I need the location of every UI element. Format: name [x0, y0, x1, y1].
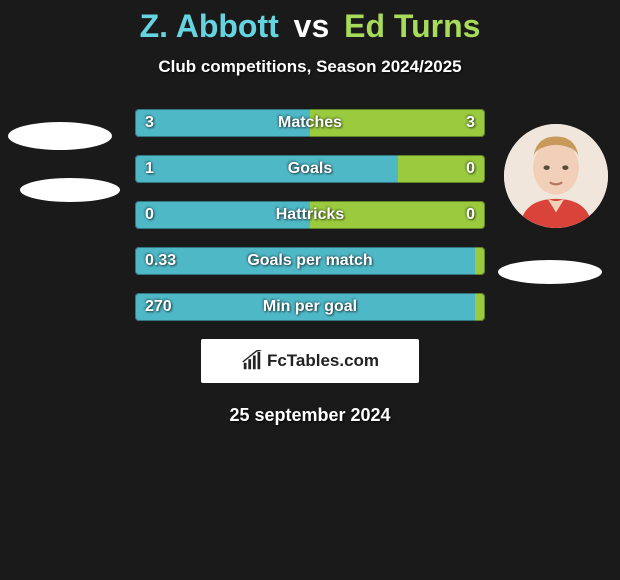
- decor-ellipse: [498, 260, 602, 284]
- date-line: 25 september 2024: [0, 405, 620, 426]
- stat-label: Hattricks: [135, 201, 485, 229]
- stat-row: 0.33Goals per match: [135, 247, 485, 275]
- stat-label: Goals: [135, 155, 485, 183]
- logo-box[interactable]: FcTables.com: [201, 339, 419, 383]
- logo-text: FcTables.com: [267, 351, 379, 371]
- stat-row: 10Goals: [135, 155, 485, 183]
- card-subtitle: Club competitions, Season 2024/2025: [0, 57, 620, 77]
- stat-bars: 33Matches 10Goals 00Hattricks 0.33Goals per…: [135, 109, 485, 321]
- card-title: Z. Abbott vs Ed Turns: [0, 8, 620, 45]
- stat-label: Matches: [135, 109, 485, 137]
- stat-row: 270Min per goal: [135, 293, 485, 321]
- stat-label: Goals per match: [135, 247, 485, 275]
- player2-avatar: [504, 124, 608, 228]
- decor-ellipse: [20, 178, 120, 202]
- bar-chart-icon: [241, 350, 263, 372]
- stat-row: 00Hattricks: [135, 201, 485, 229]
- player1-name: Z. Abbott: [140, 8, 279, 44]
- vs-text: vs: [294, 8, 330, 44]
- stat-label: Min per goal: [135, 293, 485, 321]
- decor-ellipse: [8, 122, 112, 150]
- stat-row: 33Matches: [135, 109, 485, 137]
- player2-name: Ed Turns: [344, 8, 480, 44]
